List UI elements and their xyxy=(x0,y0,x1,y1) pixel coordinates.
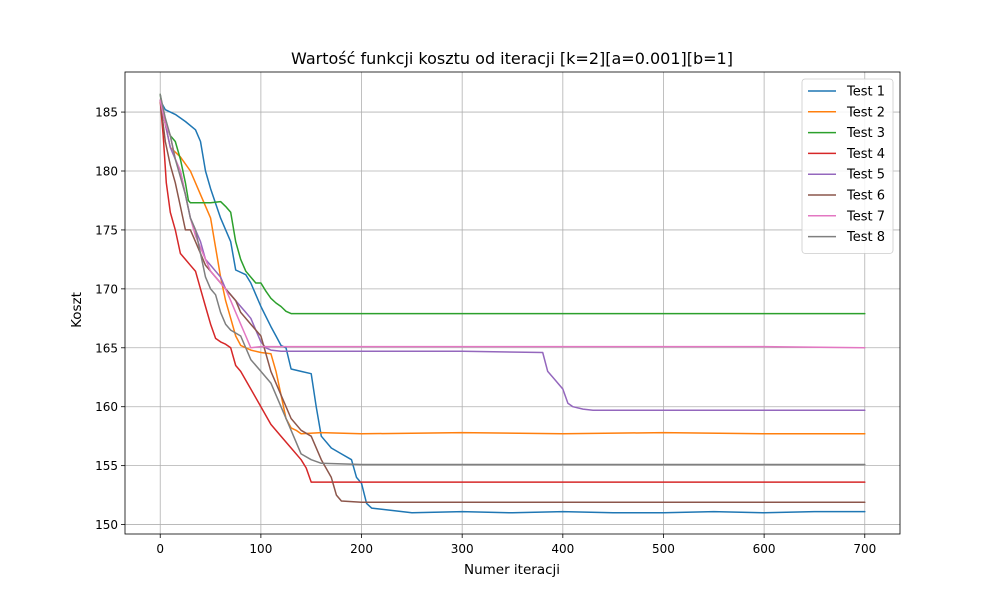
legend-label: Test 8 xyxy=(846,230,885,245)
y-tick-label: 160 xyxy=(95,400,118,414)
y-tick-label: 185 xyxy=(95,106,118,120)
y-tick-label: 150 xyxy=(95,518,118,532)
series-line-1 xyxy=(159,99,866,514)
legend-label: Test 2 xyxy=(846,105,885,120)
y-tick-label: 165 xyxy=(95,341,118,355)
x-axis-label: Numer iteracji xyxy=(464,562,560,578)
x-tick-label: 0 xyxy=(156,542,164,556)
x-axis-ticks: 0 100 200 300 400 500 600 700 xyxy=(156,534,876,556)
y-tick-label: 175 xyxy=(95,223,118,237)
legend-box xyxy=(801,78,894,254)
x-tick-label: 100 xyxy=(249,542,272,556)
y-tick-label: 170 xyxy=(95,282,118,296)
series-lines xyxy=(159,93,866,514)
plot-area-frame xyxy=(124,71,901,535)
legend-label: Test 4 xyxy=(846,147,885,162)
series-line-6 xyxy=(159,99,866,503)
series-line-4 xyxy=(159,99,866,483)
series-line-7 xyxy=(159,99,866,349)
legend-label: Test 3 xyxy=(846,126,885,141)
x-tick-label: 600 xyxy=(753,542,776,556)
legend-label: Test 6 xyxy=(846,189,885,204)
legend: Test 1 Test 2 Test 3 Test 4 Test 5 Test 6 Test… xyxy=(801,78,894,254)
y-tick-label: 155 xyxy=(95,459,118,473)
legend-label: Test 7 xyxy=(846,209,885,224)
x-tick-label: 500 xyxy=(652,542,675,556)
chart-title: Wartość funkcji kosztu od iteracji [k=2]… xyxy=(291,49,733,68)
series-line-8 xyxy=(159,93,866,466)
y-axis-label: Koszt xyxy=(69,292,85,328)
x-tick-label: 200 xyxy=(350,542,373,556)
x-tick-label: 400 xyxy=(551,542,574,556)
legend-label: Test 5 xyxy=(846,168,885,183)
legend-label: Test 1 xyxy=(846,85,885,100)
x-tick-label: 300 xyxy=(451,542,474,556)
series-line-3 xyxy=(159,93,866,315)
x-tick-label: 700 xyxy=(853,542,876,556)
y-tick-label: 180 xyxy=(95,165,118,179)
y-axis-ticks: 150 155 160 165 170 175 180 185 xyxy=(95,106,125,532)
